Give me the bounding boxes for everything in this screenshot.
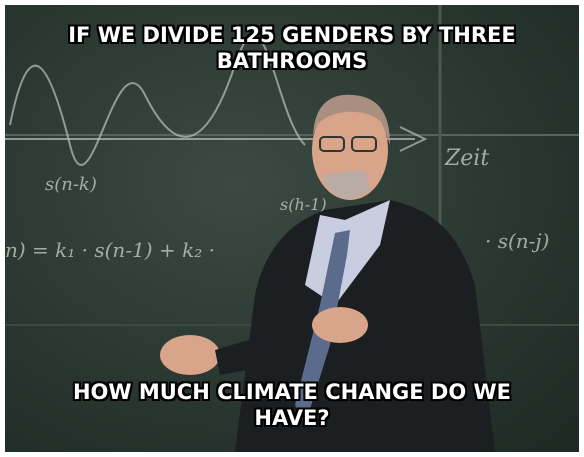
hand <box>312 307 368 343</box>
top-caption: IF WE DIVIDE 125 GENDERS BY THREE BATHRO… <box>42 22 542 74</box>
page: s(n-k) Zeit s(h-1) n) = k₁ · s(n-1) + k₂… <box>0 0 584 457</box>
chalk-text: Zeit <box>444 146 489 171</box>
bottom-caption: HOW MUCH CLIMATE CHANGE DO WE HAVE? <box>62 379 522 431</box>
chalk-text: s(h-1) <box>280 195 327 214</box>
meme-image: s(n-k) Zeit s(h-1) n) = k₁ · s(n-1) + k₂… <box>5 5 579 452</box>
chalk-text: s(n-k) <box>45 174 97 195</box>
chalk-text: · s(n-j) <box>485 229 549 253</box>
hand <box>160 335 220 375</box>
chalk-text: n) = k₁ · s(n-1) + k₂ · <box>5 238 215 262</box>
